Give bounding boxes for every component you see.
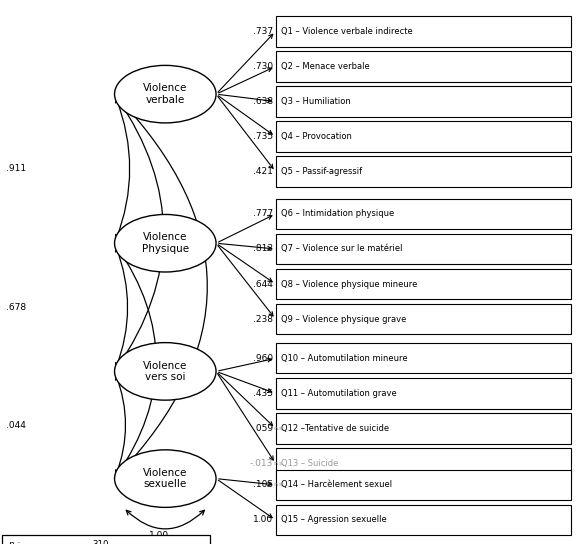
Text: .777: .777 — [253, 209, 273, 219]
Text: Q8 – Violence physique mineure: Q8 – Violence physique mineure — [281, 280, 418, 288]
Text: .735: .735 — [253, 132, 273, 141]
FancyBboxPatch shape — [2, 535, 210, 544]
Text: .638: .638 — [253, 97, 273, 106]
FancyBboxPatch shape — [276, 378, 571, 409]
Text: .730: .730 — [253, 62, 273, 71]
Text: Q1 – Violence verbale indirecte: Q1 – Violence verbale indirecte — [281, 27, 413, 36]
FancyBboxPatch shape — [276, 505, 571, 535]
Ellipse shape — [114, 450, 216, 508]
Text: n.s.: n.s. — [274, 483, 285, 487]
Text: 1.00: 1.00 — [150, 531, 169, 540]
Text: 1.00: 1.00 — [253, 515, 273, 524]
Text: Q15 – Agression sexuelle: Q15 – Agression sexuelle — [281, 515, 387, 524]
Text: Q13 – Suicide: Q13 – Suicide — [281, 459, 339, 468]
Text: .644: .644 — [253, 280, 273, 288]
Text: .678: .678 — [6, 303, 26, 312]
Text: Q4 – Provocation: Q4 – Provocation — [281, 132, 352, 141]
Text: -.013: -.013 — [250, 459, 273, 468]
FancyBboxPatch shape — [276, 448, 571, 479]
Text: Violence
Physique: Violence Physique — [142, 232, 189, 254]
FancyBboxPatch shape — [276, 469, 571, 500]
Ellipse shape — [114, 65, 216, 123]
Text: n.s.: n.s. — [274, 461, 285, 466]
Text: .813: .813 — [253, 244, 273, 254]
Ellipse shape — [114, 214, 216, 272]
Text: Q3 – Humiliation: Q3 – Humiliation — [281, 97, 351, 106]
Text: Q2 – Menace verbale: Q2 – Menace verbale — [281, 62, 370, 71]
Text: .960: .960 — [253, 354, 273, 363]
Text: Q9 – Violence physique grave: Q9 – Violence physique grave — [281, 314, 407, 324]
FancyBboxPatch shape — [276, 343, 571, 374]
Text: Violence
sexuelle: Violence sexuelle — [143, 468, 187, 490]
Text: Q5 – Passif-agressif: Q5 – Passif-agressif — [281, 167, 362, 176]
Text: .737: .737 — [253, 27, 273, 36]
FancyBboxPatch shape — [276, 16, 571, 47]
FancyBboxPatch shape — [276, 121, 571, 152]
FancyBboxPatch shape — [276, 199, 571, 229]
FancyBboxPatch shape — [276, 86, 571, 116]
Text: Q12 –Tentative de suicide: Q12 –Tentative de suicide — [281, 424, 389, 433]
Text: Violence
vers soi: Violence vers soi — [143, 361, 187, 382]
Text: Q14 – Harcèlement sexuel: Q14 – Harcèlement sexuel — [281, 480, 393, 490]
FancyBboxPatch shape — [276, 51, 571, 82]
FancyBboxPatch shape — [276, 413, 571, 443]
Text: n.s.: n.s. — [274, 426, 285, 431]
FancyBboxPatch shape — [276, 304, 571, 334]
Text: .421: .421 — [253, 167, 273, 176]
FancyBboxPatch shape — [276, 157, 571, 187]
Text: .105: .105 — [253, 480, 273, 490]
Ellipse shape — [114, 343, 216, 400]
Text: n :: n : — [9, 540, 20, 544]
FancyBboxPatch shape — [276, 234, 571, 264]
Text: Q10 – Automutilation mineure: Q10 – Automutilation mineure — [281, 354, 408, 363]
Text: .238: .238 — [253, 314, 273, 324]
Text: Q11 – Automutilation grave: Q11 – Automutilation grave — [281, 389, 397, 398]
Text: Q7 – Violence sur le matériel: Q7 – Violence sur le matériel — [281, 244, 403, 254]
Text: .911: .911 — [6, 164, 26, 173]
FancyBboxPatch shape — [276, 269, 571, 299]
Text: Violence
verbale: Violence verbale — [143, 83, 187, 105]
Text: .044: .044 — [6, 421, 26, 430]
Text: Q6 – Intimidation physique: Q6 – Intimidation physique — [281, 209, 394, 219]
Text: .059: .059 — [253, 424, 273, 433]
Text: .435: .435 — [253, 389, 273, 398]
Text: 310: 310 — [93, 540, 109, 544]
